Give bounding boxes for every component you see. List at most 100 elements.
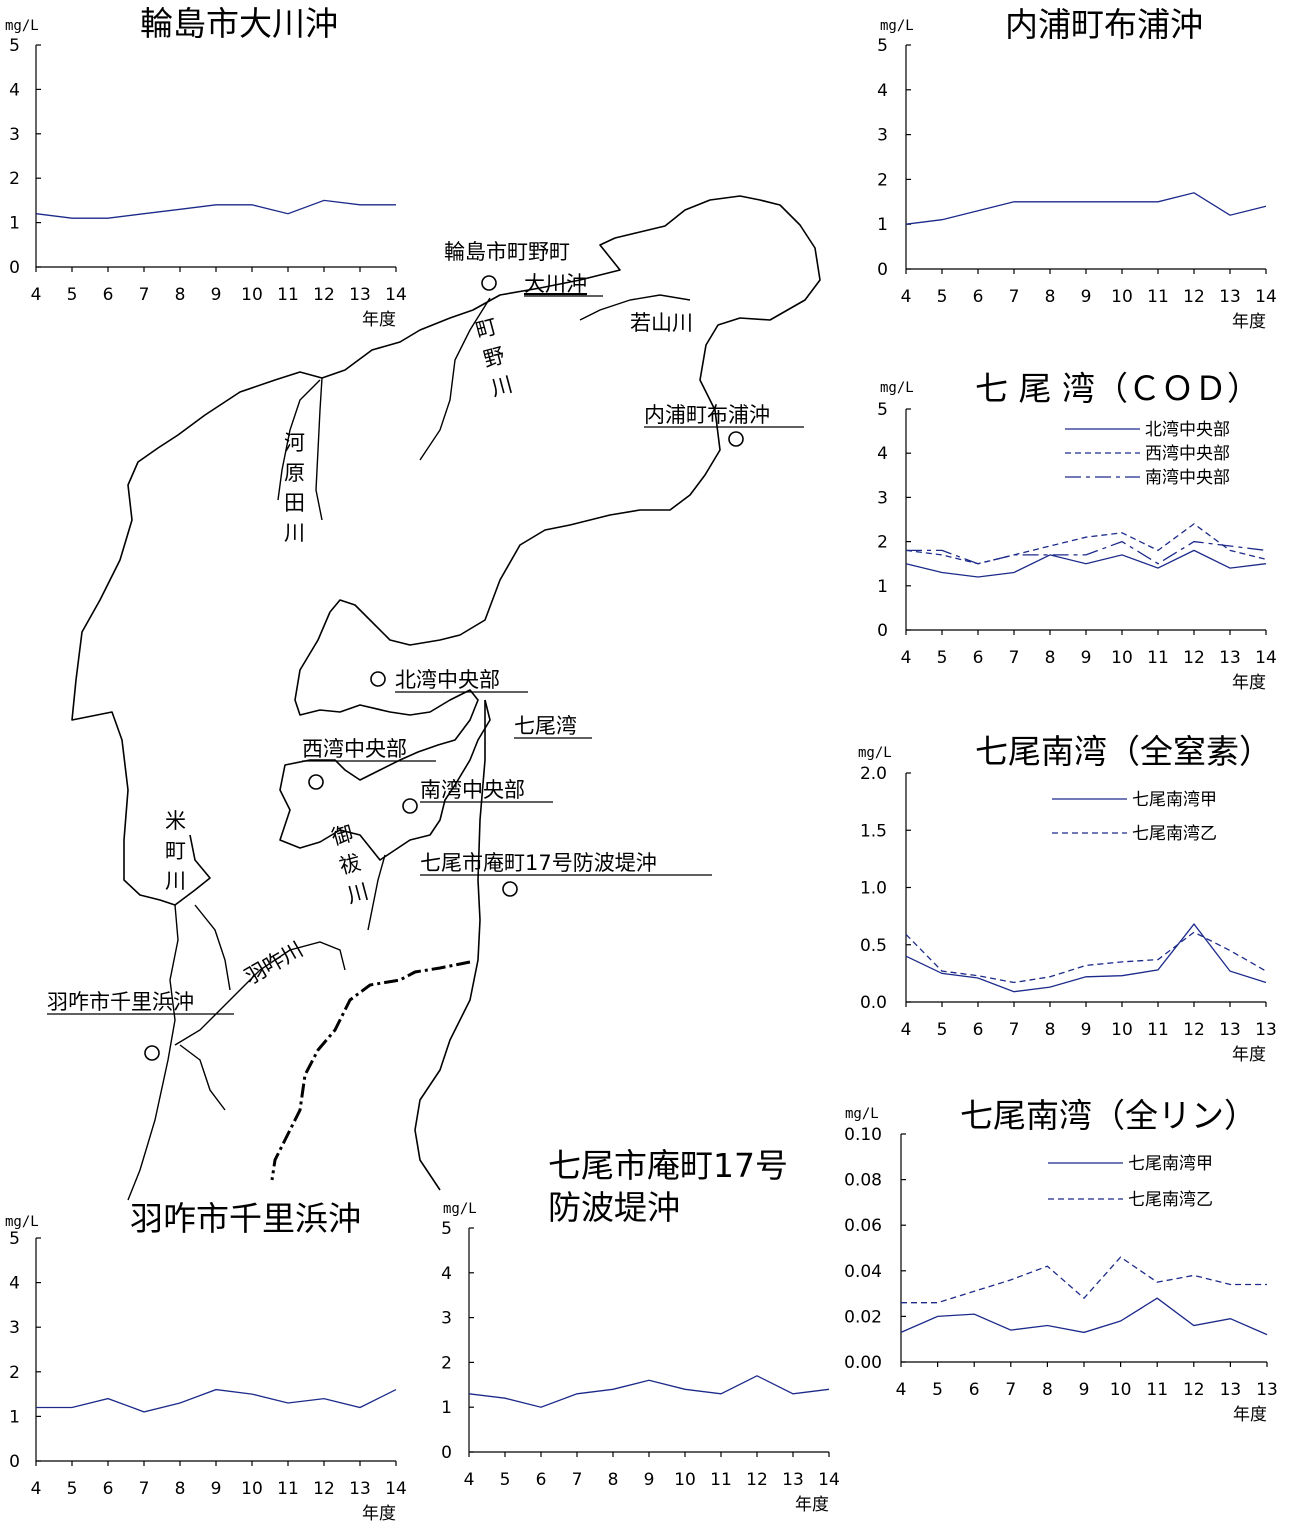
station-nishiwan-marker [308,774,324,790]
x-tick-label: 12 [746,1470,768,1490]
x-tick-label: 4 [896,1380,907,1400]
x-tick-label: 14 [818,1470,840,1490]
coastline-north [329,195,821,646]
label-river-misogi-char: 祓 [337,850,363,879]
x-tick-label: 8 [608,1470,619,1490]
label-river-kawarada-char: 田 [284,491,305,515]
x-axis-label: 年度 [795,1495,829,1515]
label-river-yonemachi-char: 米 [165,809,186,833]
river-kawarada [277,377,323,521]
x-tick-label: 9 [1081,648,1092,668]
x-tick-label: 10 [241,1479,263,1499]
y-tick-label: 4 [9,1274,20,1294]
x-tick-label: 13 [349,285,371,305]
x-tick-label: 6 [103,1479,114,1499]
y-tick-label: 0.04 [844,1262,882,1282]
x-tick-label: 13 [1219,1020,1241,1040]
x-tick-label: 13 [1220,1380,1242,1400]
x-tick-label: 11 [1147,287,1169,307]
label-nishiwan: 西湾中央部 [302,737,407,761]
x-axis-label: 年度 [1232,1045,1266,1065]
x-tick-label: 10 [1111,1020,1133,1040]
x-tick-label: 5 [937,648,948,668]
x-tick-label: 10 [1111,287,1133,307]
label-river-kawarada-char: 川 [284,521,305,545]
series-line [905,192,1267,225]
y-tick-label: 5 [9,36,20,56]
x-tick-label: 11 [277,1479,299,1499]
noto-peninsula-map: 輪島市町野町 大川沖 内浦町布浦沖 北湾中央部 七尾湾 西湾中央部 南湾中央部 … [47,195,821,1201]
series-line [900,1297,1268,1336]
series-line [905,523,1267,565]
x-tick-label: 7 [572,1470,583,1490]
y-tick-label: 3 [877,126,888,146]
x-tick-label: 7 [1009,1020,1020,1040]
x-tick-label: 9 [644,1470,655,1490]
chart-title: 輪島市大川沖 [140,4,338,43]
station-chirihama-marker [144,1045,160,1061]
y-tick-label: 1 [877,577,888,597]
x-tick-label: 8 [175,285,186,305]
label-nanao-bay: 七尾湾 [514,714,577,738]
x-tick-label: 10 [1111,648,1133,668]
legend-label: 西湾中央部 [1145,444,1230,464]
x-tick-label: 5 [937,1020,948,1040]
x-tick-label: 13 [1255,1020,1277,1040]
chart-title: 七 尾 湾（ＣＯＤ） [975,369,1260,408]
x-axis-label: 年度 [362,310,396,330]
x-tick-label: 5 [500,1470,511,1490]
y-tick-label: 2 [441,1353,452,1373]
label-wajima-town: 輪島市町野町 [444,240,570,264]
coastline-nanao-bay [279,611,491,861]
x-tick-label: 6 [973,287,984,307]
series-line [468,1375,830,1408]
x-axis-label: 年度 [362,1504,396,1523]
y-tick-label: 0 [9,258,20,278]
x-tick-label: 11 [1146,1380,1168,1400]
y-tick-label: 4 [9,80,20,100]
chart-nanao_tp: 七尾南湾（全リン） mg/L 0.00 0.02 0.04 0.06 0.08 0.10 4 5 6… [844,1096,1278,1425]
station-minamiwan-marker [402,798,418,814]
series-line [905,923,1267,993]
river-misogi [367,854,386,931]
x-tick-label: 8 [1042,1380,1053,1400]
legend-label: 七尾南湾乙 [1128,1190,1213,1210]
x-tick-label: 5 [937,287,948,307]
station-kitawan-marker [370,671,386,687]
chart-title: 内浦町布浦沖 [1005,5,1203,44]
label-chirihama: 羽咋市千里浜沖 [47,990,194,1014]
label-river-machino: 町野川 [473,314,515,401]
x-tick-label: 14 [385,1479,407,1499]
x-tick-label: 12 [313,1479,335,1499]
series-line [905,931,1267,984]
y-unit-label: mg/L [858,745,892,761]
x-axis-label: 年度 [1232,673,1266,693]
x-tick-label: 12 [1183,648,1205,668]
y-unit-label: mg/L [5,1214,39,1230]
series-line [905,549,1267,578]
y-tick-label: 4 [877,81,888,101]
x-tick-label: 12 [313,285,335,305]
y-unit-label: mg/L [880,380,914,396]
x-tick-label: 4 [901,287,912,307]
y-unit-label: mg/L [443,1201,477,1217]
x-tick-label: 7 [1009,648,1020,668]
y-tick-label: 5 [9,1229,20,1249]
label-river-yonemachi: 米町川 [165,809,186,893]
label-river-machino-char: 町 [473,314,499,343]
x-tick-label: 4 [901,1020,912,1040]
x-tick-label: 4 [31,1479,42,1499]
river-hakui [174,941,346,1046]
chart-title: 七尾市庵町17号 [548,1146,788,1185]
y-tick-label: 5 [441,1219,452,1239]
y-tick-label: 1.0 [860,879,887,899]
x-tick-label: 6 [973,1020,984,1040]
x-tick-label: 14 [1255,287,1277,307]
chart-title: 七尾南湾（全リン） [960,1096,1257,1135]
y-unit-label: mg/L [5,18,39,34]
y-tick-label: 0.06 [844,1216,882,1236]
